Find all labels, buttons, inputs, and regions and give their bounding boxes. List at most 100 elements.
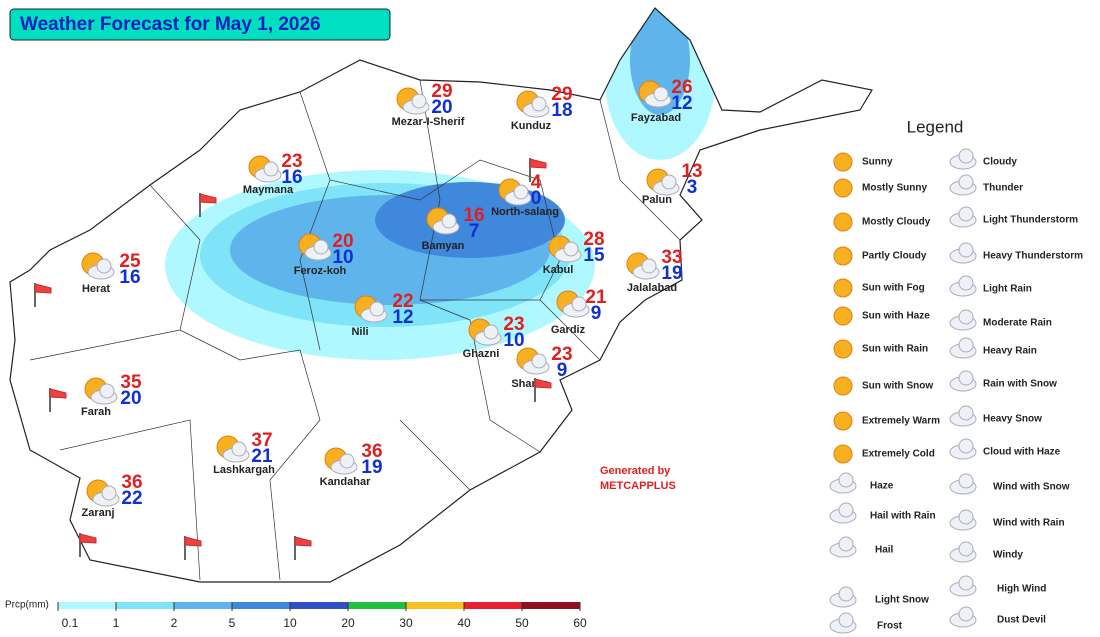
cloud-icon xyxy=(304,239,332,261)
cloud-part xyxy=(958,206,974,222)
cloud-part xyxy=(571,296,587,312)
legend-label: Hail xyxy=(875,545,894,556)
scale-swatch xyxy=(116,602,174,609)
scale-tick-label: 2 xyxy=(171,616,178,630)
cloud-part xyxy=(231,441,247,457)
cloud-part xyxy=(838,536,854,552)
cloud-part xyxy=(101,485,117,501)
legend-label: Heavy Thunderstorm xyxy=(983,251,1083,262)
cloud-part xyxy=(263,161,279,177)
legend-label: Frost xyxy=(877,621,903,632)
cloud-part xyxy=(563,241,579,257)
max-temp: 22 xyxy=(392,291,413,312)
cloud-icon xyxy=(829,472,857,494)
scale-tick-label: 20 xyxy=(341,616,355,630)
credit: METCAPPLUS xyxy=(600,480,676,492)
legend-label: Moderate Rain xyxy=(983,318,1052,329)
cloud-icon xyxy=(652,174,680,196)
max-temp: 33 xyxy=(661,247,682,268)
max-temp: 25 xyxy=(119,251,141,272)
legend-label: Light Snow xyxy=(875,595,929,606)
city-name: Jalalabad xyxy=(627,282,677,294)
max-temp: 36 xyxy=(361,441,382,462)
legend-label: Extremely Warm xyxy=(862,416,940,427)
legend-label: Sun with Rain xyxy=(862,344,928,355)
max-temp: 37 xyxy=(251,430,272,451)
scale-swatch xyxy=(58,602,116,609)
cloud-part xyxy=(313,239,329,255)
cloud-icon xyxy=(402,93,430,115)
max-temp: 26 xyxy=(671,77,692,98)
legend-label: Extremely Cold xyxy=(862,449,935,460)
legend-label: Thunder xyxy=(983,183,1023,194)
scale-swatch xyxy=(290,602,348,609)
cloud-part xyxy=(838,612,854,628)
cloud-icon xyxy=(949,370,977,392)
cloud-part xyxy=(838,472,854,488)
cloud-icon xyxy=(949,606,977,628)
cloud-icon xyxy=(949,473,977,495)
cloud-part xyxy=(958,575,974,591)
scale-swatch xyxy=(348,602,406,609)
scale-tick-label: 50 xyxy=(515,616,529,630)
scale-swatch xyxy=(232,602,290,609)
legend-label: Rain with Snow xyxy=(983,379,1057,390)
legend-label: Sun with Fog xyxy=(862,283,925,294)
legend-label: Light Thunderstorm xyxy=(983,215,1078,226)
legend-label: Wind with Snow xyxy=(993,482,1070,493)
title: Weather Forecast for May 1, 2026 xyxy=(20,14,321,35)
min-temp: 20 xyxy=(120,388,141,409)
min-temp: 10 xyxy=(332,247,353,268)
legend-label: Mostly Sunny xyxy=(862,183,927,194)
cloud-icon xyxy=(949,541,977,563)
cloud-part xyxy=(958,275,974,291)
max-temp: 35 xyxy=(120,372,142,393)
cloud-icon xyxy=(504,184,532,206)
max-temp: 23 xyxy=(503,314,524,335)
sun-icon xyxy=(833,246,853,266)
cloud-part xyxy=(653,86,669,102)
cloud-icon xyxy=(522,353,550,375)
cloud-icon xyxy=(92,485,120,507)
min-temp: 20 xyxy=(431,97,452,118)
max-temp: 23 xyxy=(551,344,572,365)
legend-label: Cloud with Haze xyxy=(983,447,1061,458)
cloud-part xyxy=(339,453,355,469)
legend-label: Cloudy xyxy=(983,157,1017,168)
cloud-part xyxy=(958,606,974,622)
cloud-part xyxy=(661,174,677,190)
windsock xyxy=(184,536,202,547)
cloud-part xyxy=(958,405,974,421)
cloud-icon xyxy=(949,405,977,427)
cloud-icon xyxy=(949,174,977,196)
max-temp: 21 xyxy=(585,287,607,308)
sun-icon xyxy=(833,178,853,198)
cloud-icon xyxy=(949,509,977,531)
cloud-icon xyxy=(632,258,660,280)
scale-tick-label: 1 xyxy=(113,616,120,630)
max-temp: 29 xyxy=(431,81,452,102)
city-name: North-salang xyxy=(491,206,559,218)
windsock xyxy=(199,193,217,204)
min-temp: 9 xyxy=(557,360,568,381)
min-temp: 21 xyxy=(251,446,273,467)
legend-label: Light Rain xyxy=(983,284,1032,295)
cloud-part xyxy=(838,502,854,518)
cloud-icon xyxy=(949,575,977,597)
sun-icon xyxy=(833,212,853,232)
min-temp: 19 xyxy=(661,263,682,284)
windsock xyxy=(49,388,67,399)
precip-layer xyxy=(165,8,715,360)
legend-label: Partly Cloudy xyxy=(862,251,927,262)
legend-label: Hail with Rain xyxy=(870,511,936,522)
cloud-part xyxy=(958,541,974,557)
cloud-part xyxy=(838,586,854,602)
cloud-icon xyxy=(949,337,977,359)
legend-label: Sun with Snow xyxy=(862,381,933,392)
legend-label: Wind with Rain xyxy=(993,518,1065,529)
sun-icon xyxy=(833,444,853,464)
windsock xyxy=(79,533,97,544)
city-name: Gardiz xyxy=(551,324,586,336)
cloud-icon xyxy=(554,241,582,263)
city-name: Bamyan xyxy=(422,240,465,252)
